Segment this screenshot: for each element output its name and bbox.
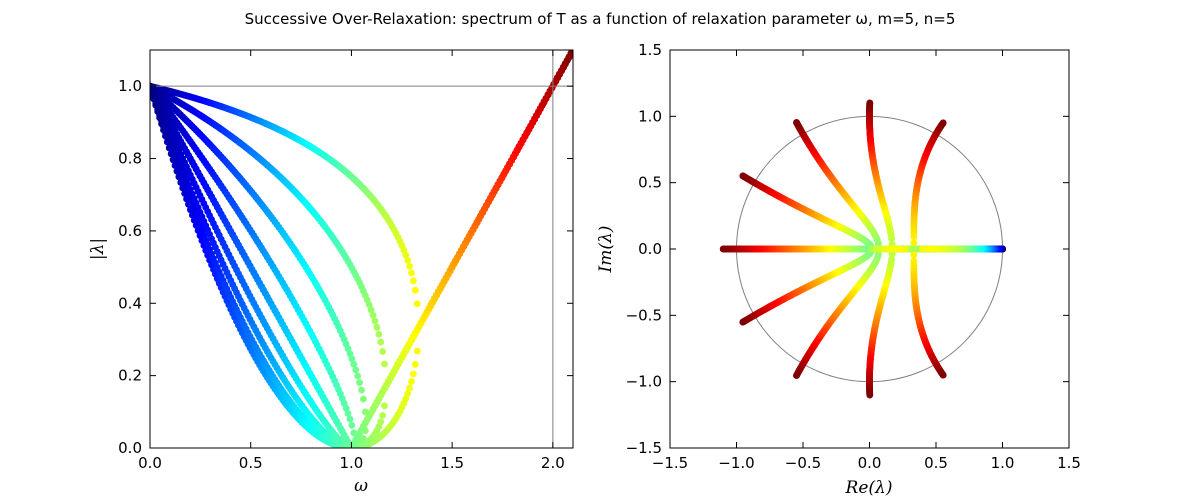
magnitude-point [377,338,385,346]
y-tick-label: 1.0 [118,77,142,95]
magnitude-point [408,269,415,277]
magnitude-point [381,402,388,410]
magnitude-point [358,386,365,394]
magnitude-point [413,300,421,308]
y-tick-label: 0.4 [118,294,142,312]
magnitude-point [410,370,417,378]
complex-plane-plot-data [719,99,1006,399]
magnitude-point [356,379,363,387]
magnitude-plot-data [150,50,573,448]
eigenvalue-point [924,245,931,253]
magnitude-point [367,306,375,314]
magnitude-point [402,251,410,259]
eigenvalue-point [910,251,918,259]
magnitude-point [350,360,358,368]
magnitude-point [348,421,356,429]
magnitude-point [371,317,379,325]
magnitude-plot-reference-lines [150,50,573,448]
eigenvalue-point [901,245,909,253]
magnitude-point [379,412,387,419]
magnitude-point [406,384,413,392]
magnitude-point [344,410,352,417]
magnitude-point [361,427,369,435]
magnitude-point [404,390,412,398]
eigenvalue-point [896,245,904,253]
x-tick-label: 2.0 [541,454,565,472]
magnitude-point [360,395,367,403]
magnitude-point [569,50,573,54]
magnitude-point [375,330,383,338]
magnitude-point [342,404,350,412]
eigenvalue-point [910,239,918,247]
magnitude-point [404,256,412,264]
x-tick-label: 0.0 [138,454,162,472]
magnitude-point [411,286,419,294]
y-tick-label: 0.6 [118,222,142,240]
magnitude-point [408,378,415,385]
magnitude-point [348,355,356,363]
magnitude-point [346,415,354,423]
magnitude-plot-ticks: 0.0 0.5 1.0 1.5 2.0 0.0 0.2 0.4 0.6 0.8 1.0 [118,50,573,472]
magnitude-point [369,311,377,319]
magnitude-point [413,347,421,355]
magnitude-point [381,360,388,368]
x-tick-label: 1.0 [339,454,363,472]
x-tick-label: 1.5 [440,454,464,472]
magnitude-plot: 0.0 0.5 1.0 1.5 2.0 0.0 0.2 0.4 0.6 0.8 1.0 ω |λ| [88,49,574,496]
x-tick-label: 0.5 [239,454,263,472]
magnitude-point [379,348,387,355]
magnitude-point [354,372,362,380]
figure-title: Successive Over-Relaxation: spectrum of … [245,10,956,28]
magnitude-point [377,418,385,426]
magnitude-point [406,262,413,270]
complex-plane-plot: −1.5 −1.0 −0.5 0.0 0.5 1.0 1.5−1.5−1.0−0.50.00… [596,41,1081,498]
magnitude-point [410,277,417,285]
y-tick-label: 0.2 [118,367,142,385]
magnitude-plot-x-label: ω [354,476,368,496]
y-tick-label: 0.0 [118,439,142,457]
magnitude-point [411,361,419,368]
magnitude-plot-frame [149,49,574,449]
magnitude-point [352,366,360,374]
magnitude-point [373,323,381,331]
y-tick-label: 0.8 [118,150,142,168]
eigenvalue-point [919,245,926,253]
magnitude-plot-y-label: |λ| [88,238,108,260]
magnitude-point [346,350,354,358]
